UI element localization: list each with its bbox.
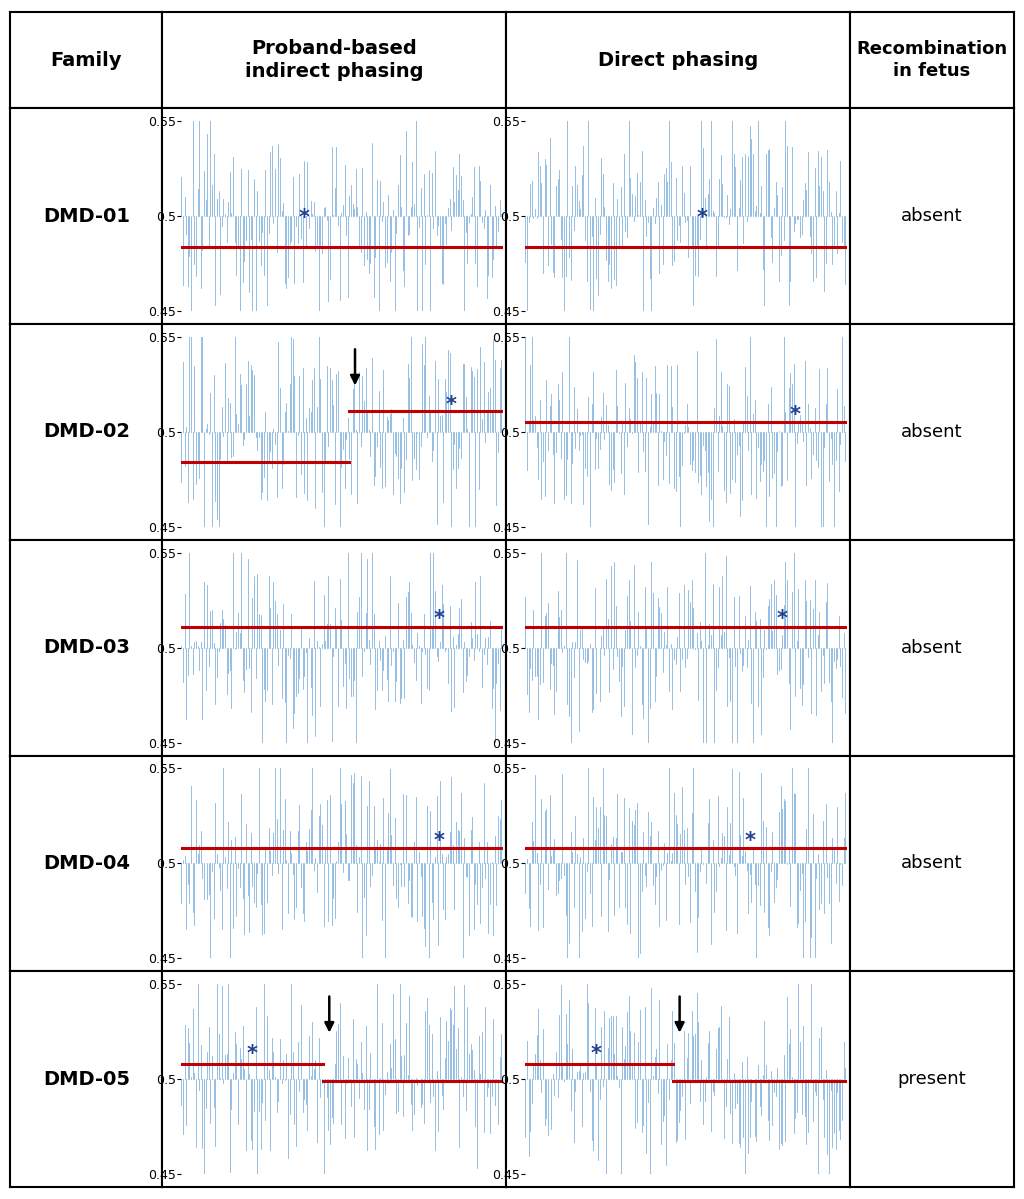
Text: *: * bbox=[777, 609, 788, 629]
Text: absent: absent bbox=[901, 423, 963, 441]
Text: DMD-01: DMD-01 bbox=[43, 206, 130, 225]
Text: absent: absent bbox=[901, 639, 963, 657]
Text: present: present bbox=[898, 1071, 967, 1089]
Text: *: * bbox=[446, 396, 457, 415]
Text: absent: absent bbox=[901, 207, 963, 225]
Text: DMD-04: DMD-04 bbox=[43, 854, 130, 873]
Text: DMD-02: DMD-02 bbox=[43, 422, 130, 441]
Text: *: * bbox=[433, 831, 444, 850]
Text: *: * bbox=[298, 209, 309, 228]
Text: *: * bbox=[433, 609, 444, 629]
Text: Direct phasing: Direct phasing bbox=[598, 50, 759, 70]
Text: Recombination
in fetus: Recombination in fetus bbox=[856, 40, 1008, 80]
Text: absent: absent bbox=[901, 855, 963, 873]
Text: *: * bbox=[247, 1044, 258, 1065]
Text: *: * bbox=[591, 1044, 601, 1065]
Text: DMD-05: DMD-05 bbox=[43, 1070, 130, 1089]
Text: Proband-based
indirect phasing: Proband-based indirect phasing bbox=[245, 38, 424, 82]
Text: DMD-03: DMD-03 bbox=[43, 638, 130, 657]
Text: *: * bbox=[696, 209, 708, 228]
Text: Family: Family bbox=[50, 50, 122, 70]
Text: *: * bbox=[744, 831, 756, 850]
Text: *: * bbox=[790, 405, 801, 424]
